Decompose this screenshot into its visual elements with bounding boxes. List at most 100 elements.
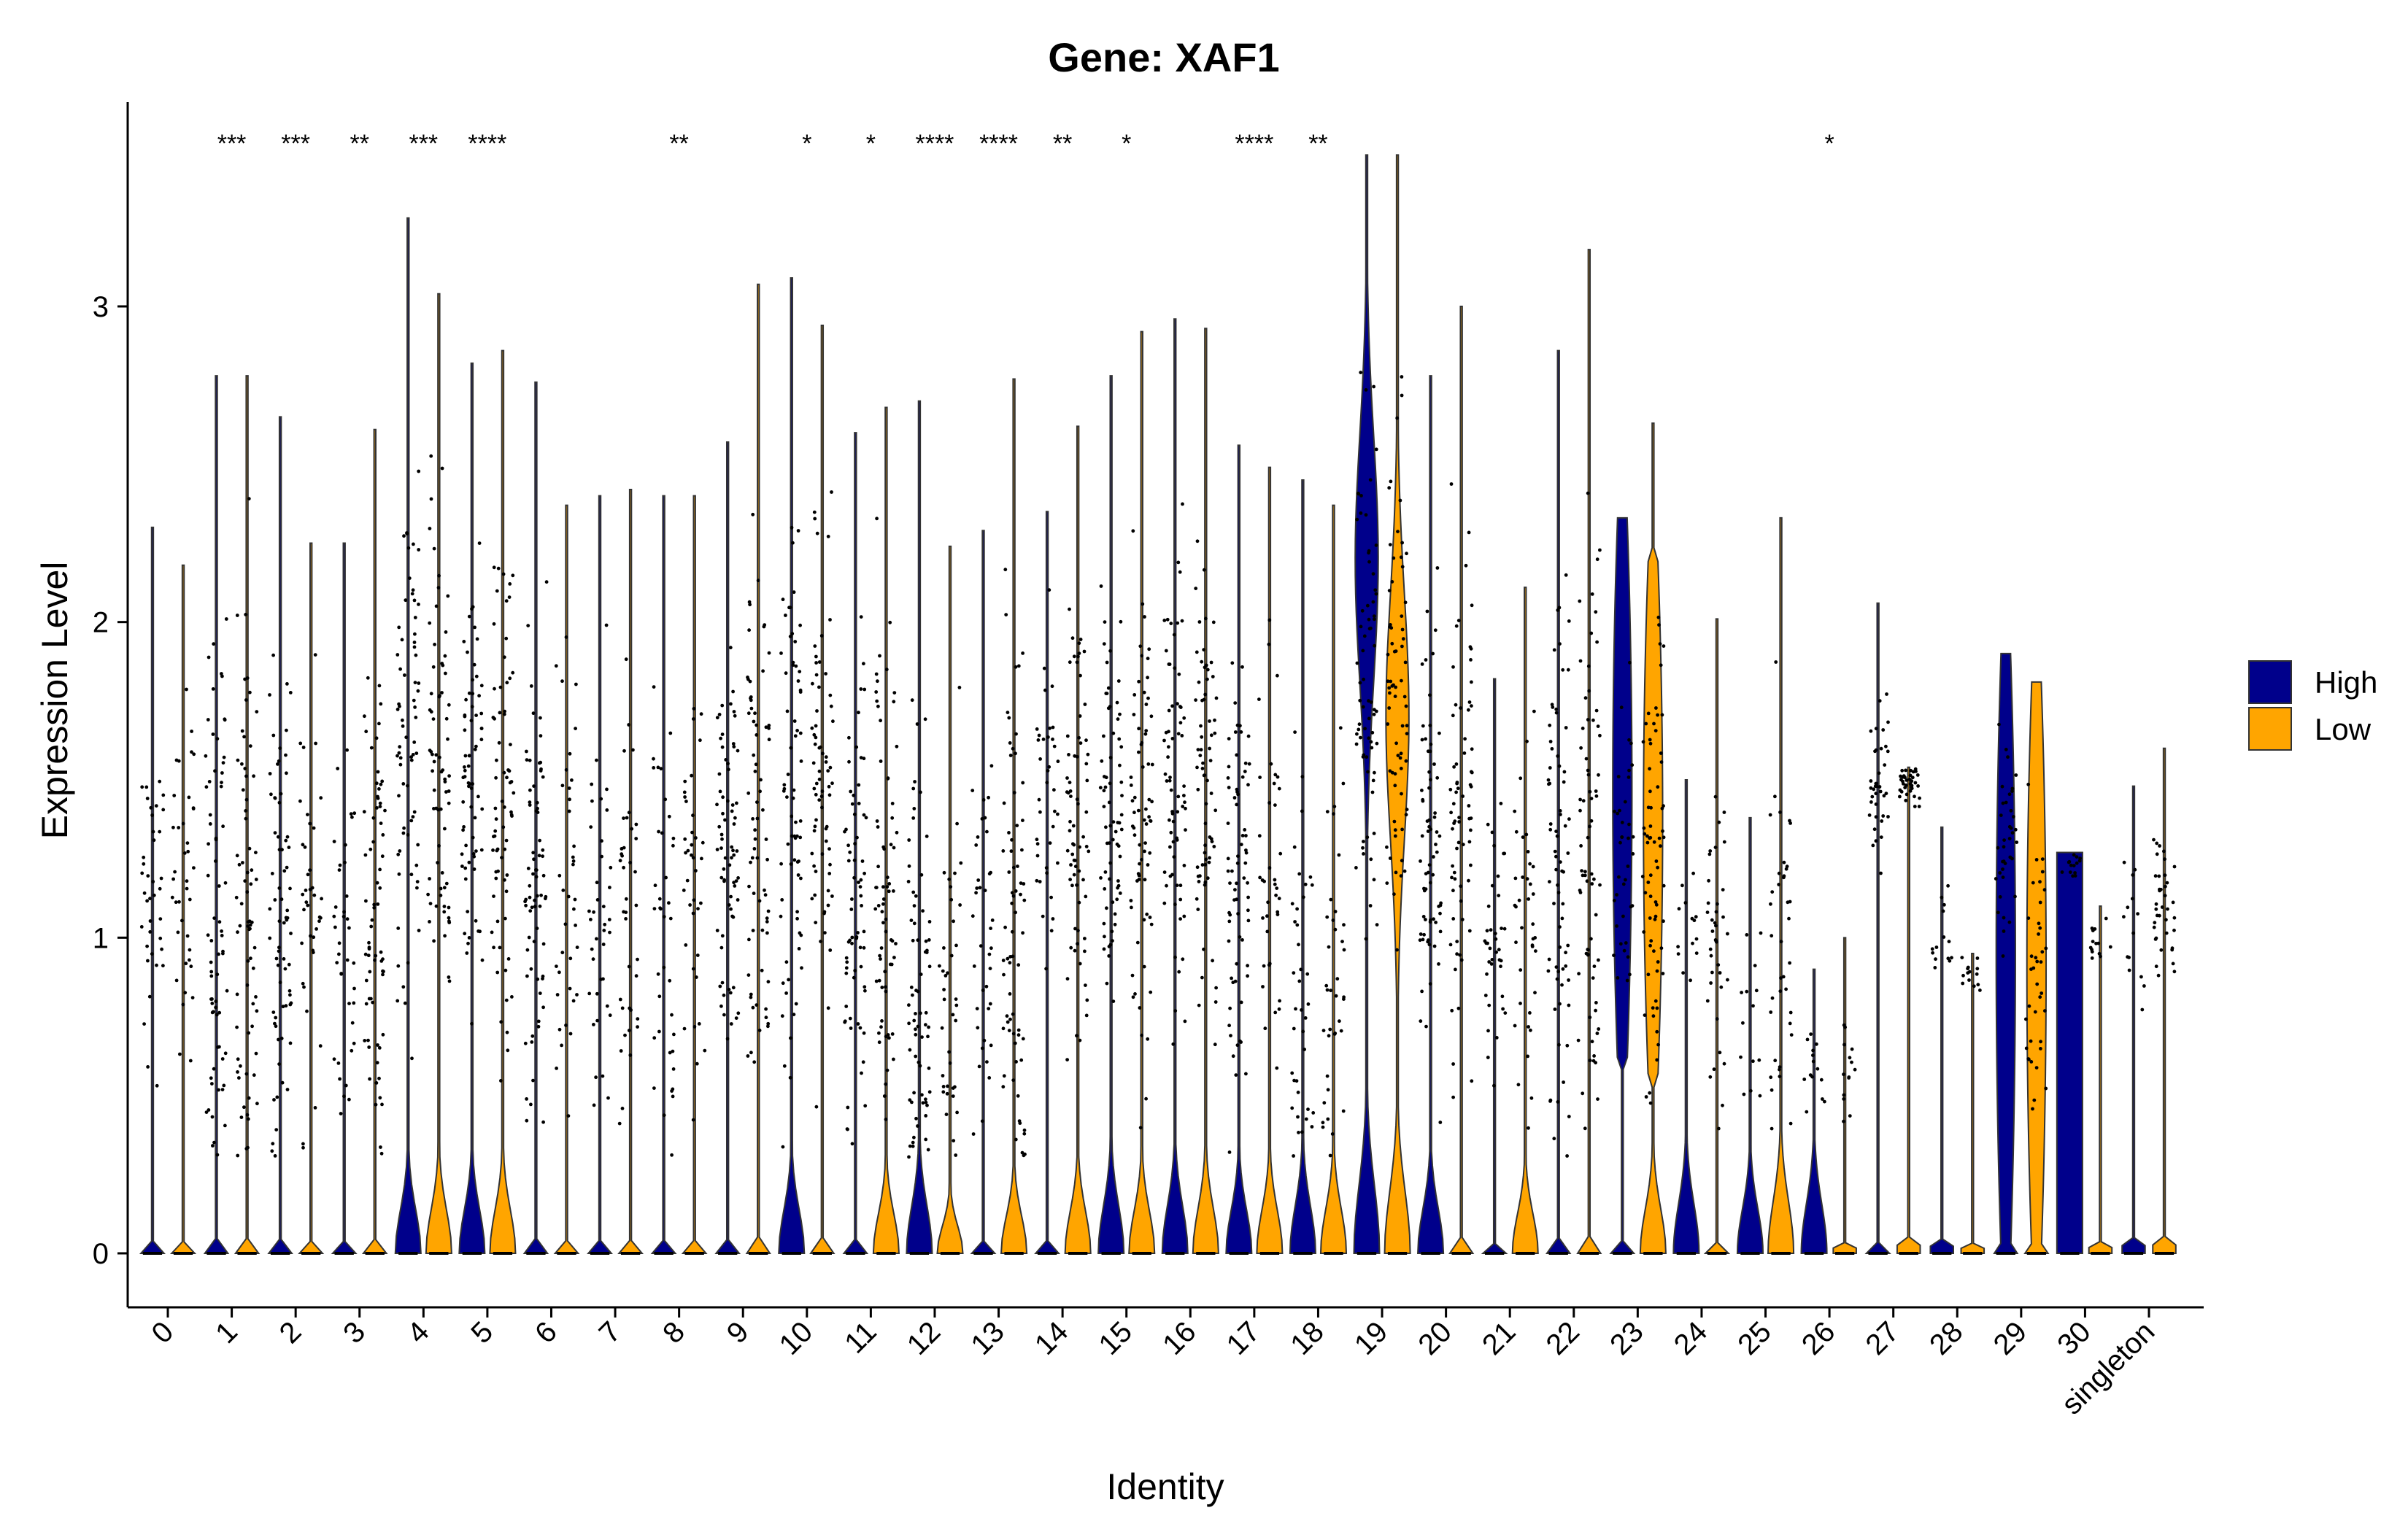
data-point [919, 790, 922, 794]
data-point [1083, 703, 1087, 706]
data-point [2029, 1060, 2034, 1064]
significance-label: * [1122, 130, 1131, 158]
data-point [1486, 904, 1491, 908]
data-point [1644, 721, 1648, 726]
data-point [1878, 699, 1882, 703]
data-point [722, 867, 726, 871]
data-point [406, 784, 409, 788]
data-point [1072, 858, 1076, 862]
data-point [412, 641, 417, 644]
data-point [1433, 628, 1438, 632]
data-point [144, 785, 149, 789]
data-point [1332, 805, 1337, 808]
data-point [606, 1096, 610, 1100]
data-point [210, 1010, 215, 1015]
data-point [1107, 841, 1111, 845]
data-point [1904, 768, 1907, 773]
data-point [402, 826, 406, 830]
data-point [1642, 826, 1646, 830]
data-point [627, 964, 631, 969]
data-point [592, 910, 595, 914]
data-point [2008, 855, 2013, 859]
data-point [1070, 852, 1075, 856]
data-point [2034, 956, 2038, 960]
data-point [1691, 871, 1696, 875]
data-point [736, 1011, 741, 1015]
data-point [1110, 929, 1114, 934]
violin-low [872, 406, 900, 1254]
data-point [822, 910, 827, 914]
data-point [1399, 555, 1403, 560]
data-point [906, 880, 911, 883]
data-point [657, 829, 660, 834]
data-point [364, 899, 368, 903]
data-point [282, 957, 286, 961]
data-point [1584, 951, 1589, 956]
data-point [915, 722, 919, 726]
data-point [852, 975, 856, 980]
x-tick-label: 6 [529, 1315, 563, 1350]
data-point [1371, 778, 1375, 783]
data-point [301, 981, 305, 986]
data-point [285, 908, 290, 913]
data-point [810, 897, 814, 901]
data-point [1103, 887, 1107, 891]
data-point [251, 966, 255, 970]
data-point [1246, 908, 1250, 913]
data-point [398, 756, 403, 760]
data-point [1777, 883, 1781, 886]
data-point [463, 866, 468, 870]
data-point [907, 1021, 911, 1026]
data-point [1554, 965, 1559, 969]
data-point [1227, 786, 1231, 789]
data-point [885, 885, 890, 889]
data-point [244, 816, 248, 821]
data-point [1726, 978, 1729, 982]
data-point [1660, 806, 1664, 811]
data-point [560, 679, 564, 684]
data-point [2155, 852, 2159, 856]
data-point [2172, 970, 2177, 974]
data-point [1372, 614, 1376, 618]
data-point [529, 1102, 533, 1107]
data-point [154, 804, 158, 808]
data-point [595, 937, 598, 941]
x-tick-label: 19 [1348, 1315, 1394, 1361]
data-point [507, 595, 512, 599]
data-point [1176, 732, 1181, 736]
data-point [505, 873, 509, 877]
significance-label: * [866, 130, 876, 158]
data-point [686, 848, 690, 853]
data-point [715, 848, 719, 851]
data-point [1078, 962, 1082, 966]
data-point [1386, 679, 1390, 684]
data-point [368, 1077, 371, 1081]
data-point [788, 1075, 792, 1080]
data-point [1392, 556, 1396, 560]
data-point [1516, 1083, 1521, 1087]
data-point [301, 1145, 305, 1150]
data-point [1400, 614, 1404, 618]
x-tick-label: 16 [1157, 1315, 1203, 1361]
data-point [749, 698, 753, 703]
data-point [1662, 919, 1665, 924]
data-point [988, 967, 992, 970]
data-point [441, 663, 445, 668]
data-point [863, 985, 867, 989]
data-point [2171, 962, 2175, 966]
data-point [758, 789, 762, 794]
x-tick-label: 30 [2051, 1315, 2097, 1361]
violin-low [1576, 249, 1602, 1254]
data-point [1227, 1150, 1232, 1154]
data-point [1300, 809, 1304, 813]
data-point [1267, 618, 1272, 622]
data-point [884, 668, 889, 672]
data-point [885, 875, 890, 880]
data-point [380, 854, 385, 859]
data-point [1321, 1121, 1325, 1125]
data-point [1133, 992, 1137, 996]
data-point [2172, 864, 2177, 869]
data-point [794, 820, 798, 824]
violin-high [1416, 375, 1445, 1254]
jitter-points [2024, 782, 2048, 1111]
